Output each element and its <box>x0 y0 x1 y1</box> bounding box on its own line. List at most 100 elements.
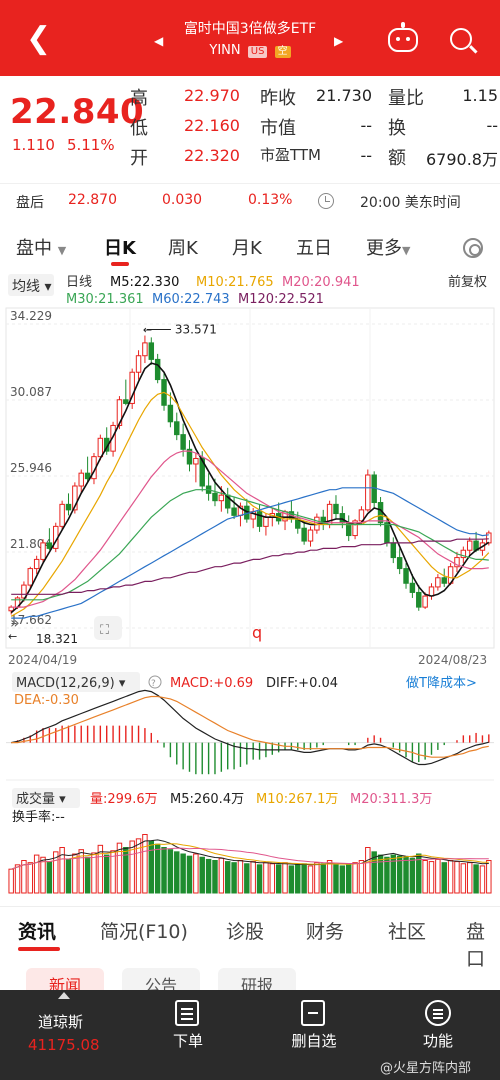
volume-bar <box>205 858 212 894</box>
subtab-community[interactable]: 社区 <box>388 921 427 943</box>
volume-bar <box>224 861 231 894</box>
price-change: 1.110 5.11% <box>12 136 127 154</box>
remove-watchlist-button[interactable]: 删自选 <box>291 1032 337 1050</box>
candle-body <box>154 358 161 381</box>
after-hours-row: 盘后 22.870 0.030 0.13% 20:00 美东时间 <box>0 183 500 217</box>
gear-icon[interactable] <box>463 238 483 258</box>
turnover-rate: 换手率:-- <box>12 809 65 825</box>
stock-name: 富时中国3倍做多ETF <box>183 21 317 37</box>
search-icon[interactable] <box>450 28 472 50</box>
volume-bar <box>352 862 358 894</box>
ma-line-m20 <box>11 450 489 608</box>
order-button[interactable]: 下单 <box>172 1032 203 1050</box>
volume-bar <box>53 851 59 894</box>
volume-bar <box>199 856 205 894</box>
ma-line-m120 <box>11 538 489 595</box>
macd-value: MACD:+0.69 <box>170 676 253 691</box>
menu-icon[interactable] <box>425 1000 451 1026</box>
period-label: 日线 <box>66 275 92 290</box>
tab-five-day[interactable]: 五日 <box>296 238 332 259</box>
volume-bar <box>307 865 314 894</box>
candle-body <box>21 584 27 599</box>
volume-bar <box>428 861 435 894</box>
functions-button[interactable]: 功能 <box>422 1032 453 1050</box>
candle-body <box>148 342 155 360</box>
candle-body <box>84 472 91 480</box>
volume-bar <box>103 854 110 894</box>
subtab-diagnosis[interactable]: 诊股 <box>226 921 265 943</box>
x-start-label: 2024/04/19 <box>8 653 77 667</box>
low-value: 22.160 <box>184 116 240 135</box>
max-arrow: ← <box>143 324 152 337</box>
after-hours-label: 盘后 <box>16 195 44 211</box>
volume-bar <box>320 863 326 894</box>
pe-value: -- <box>360 146 372 165</box>
volume-bar <box>161 847 167 894</box>
candle-body <box>409 582 416 593</box>
volume-bar <box>422 860 428 894</box>
tab-daily-k[interactable]: 日K <box>104 238 136 259</box>
volume-bar <box>72 853 78 894</box>
triangle-right-icon[interactable]: ▶ <box>334 34 344 48</box>
subtab-finance[interactable]: 财务 <box>306 921 345 943</box>
volume-m20: M20:311.3万 <box>350 792 432 807</box>
subtab-news[interactable]: 资讯 <box>18 921 57 943</box>
volume-bar <box>148 840 155 894</box>
volume-bar <box>21 860 27 894</box>
volume-bar <box>263 862 269 894</box>
max-annotation: 33.571 <box>175 323 217 337</box>
m60-legend: M60:22.743 <box>152 292 230 307</box>
volume-bar <box>65 858 72 894</box>
tab-monthly-k[interactable]: 月K <box>232 238 262 259</box>
volume-bar <box>301 863 307 894</box>
order-icon[interactable] <box>175 1000 199 1026</box>
m30-legend: M30:21.361 <box>66 292 144 307</box>
index-name[interactable]: 道琼斯 <box>38 1013 84 1031</box>
subtab-orderbook[interactable]: 盘口 <box>466 921 486 970</box>
candle-body <box>129 371 135 404</box>
chart-area[interactable]: 均线 ▾ 日线 M5:22.330 M10:21.765 M20:20.941 前复权 M3… <box>0 268 500 898</box>
news-filter-pills: 新闻 公告 研报 <box>0 968 500 998</box>
minus-square-icon[interactable] <box>301 1000 325 1026</box>
candle-body <box>186 448 193 465</box>
caret-up-icon[interactable] <box>58 992 70 999</box>
candle-body <box>358 509 365 522</box>
subtab-profile[interactable]: 简况(F10) <box>100 921 188 943</box>
volume-bar <box>466 862 473 894</box>
volume-bar <box>339 865 346 894</box>
candle-body <box>116 399 123 426</box>
tab-intraday[interactable]: 盘中 ▼ <box>16 238 67 259</box>
volume-bar <box>174 851 180 894</box>
volume-bar <box>231 862 237 894</box>
volume-bar <box>59 847 65 894</box>
volume-bar <box>384 856 390 894</box>
robot-icon[interactable] <box>388 22 418 52</box>
macd-title: MACD(12,26,9) ▾ <box>16 676 126 691</box>
volume-bar <box>40 856 46 894</box>
volume-bar <box>416 853 422 894</box>
chevron-left-icon[interactable]: ❮ <box>26 21 52 56</box>
top-bar: ❮ ◀ 富时中国3倍做多ETF YINN US 空 ▶ <box>0 0 500 76</box>
y-tick-label: 17.662 <box>10 613 52 627</box>
candle-body <box>193 457 199 465</box>
diff-line <box>11 689 489 766</box>
triangle-left-icon[interactable]: ◀ <box>154 34 164 48</box>
tab-weekly-k[interactable]: 周K <box>168 238 198 259</box>
volume-bar <box>256 864 263 894</box>
quote-panel: 22.840 1.110 5.11% 高 22.970 低 22.160 开 22… <box>0 76 500 176</box>
volume-bar <box>142 834 148 894</box>
candle-body <box>307 529 314 542</box>
high-value: 22.970 <box>184 86 240 105</box>
kline-chart-svg[interactable]: 均线 ▾ 日线 M5:22.330 M10:21.765 M20:20.941 前复权 M3… <box>0 268 500 898</box>
candle-body <box>352 520 358 537</box>
candle-body <box>135 355 142 373</box>
x-end-label: 2024/08/23 <box>418 653 487 667</box>
m120-legend: M120:22.521 <box>238 292 324 307</box>
dea-line <box>11 695 489 758</box>
candle-body <box>72 485 78 511</box>
candle-body <box>78 472 84 487</box>
y-tick-label: 34.229 <box>10 309 52 323</box>
tab-more[interactable]: 更多▼ <box>366 238 411 259</box>
volume-bar <box>275 864 282 894</box>
ma-line-m60 <box>11 487 489 619</box>
